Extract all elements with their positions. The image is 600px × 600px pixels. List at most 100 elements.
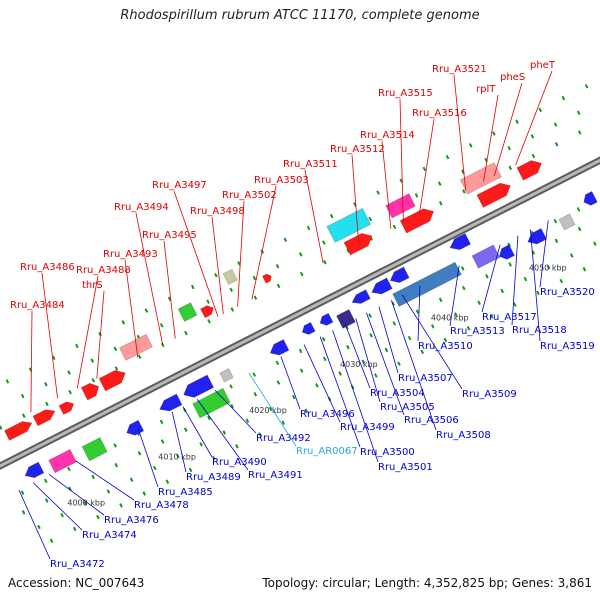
gene-label-bottom[interactable]: Rru_A3513 bbox=[450, 326, 505, 337]
gene-feature[interactable] bbox=[262, 273, 273, 284]
gene-label-top[interactable]: Rru_A3511 bbox=[283, 159, 338, 170]
gene-feature[interactable] bbox=[219, 368, 234, 383]
track-dot bbox=[275, 360, 280, 366]
gene-feature[interactable] bbox=[459, 162, 502, 195]
track-dot bbox=[508, 262, 512, 267]
gene-label-bottom[interactable]: Rru_AR0067 bbox=[296, 446, 358, 457]
gene-feature[interactable] bbox=[476, 180, 514, 208]
track-dot bbox=[268, 406, 273, 412]
gene-feature[interactable] bbox=[80, 380, 102, 401]
gene-feature[interactable] bbox=[318, 312, 334, 327]
gene-label-top[interactable]: Rru_A3486 bbox=[20, 262, 75, 273]
gene-label-bottom[interactable]: Rru_A3489 bbox=[186, 472, 241, 483]
gene-label-bottom[interactable]: Rru_A3478 bbox=[134, 500, 189, 511]
gene-label-bottom[interactable]: Rru_A3504 bbox=[370, 388, 425, 399]
gene-feature[interactable] bbox=[48, 448, 77, 474]
gene-feature[interactable] bbox=[181, 374, 215, 401]
gene-label-bottom[interactable]: Rru_A3520 bbox=[540, 287, 595, 298]
gene-label-bottom[interactable]: Rru_A3472 bbox=[50, 559, 105, 570]
leader-line bbox=[96, 290, 105, 379]
gene-feature[interactable] bbox=[119, 333, 153, 361]
gene-label-bottom[interactable]: Rru_A3474 bbox=[82, 530, 137, 541]
gene-feature[interactable] bbox=[388, 266, 410, 286]
gene-feature[interactable] bbox=[58, 399, 76, 415]
gene-label-bottom[interactable]: Rru_A3500 bbox=[360, 447, 415, 458]
gene-feature[interactable] bbox=[177, 302, 198, 322]
gene-label-top[interactable]: thrS bbox=[82, 280, 103, 291]
gene-feature[interactable] bbox=[300, 321, 316, 336]
gene-feature[interactable] bbox=[385, 193, 416, 219]
gene-label-top[interactable]: Rru_A3497 bbox=[152, 180, 207, 191]
gene-label-bottom[interactable]: Rru_A3510 bbox=[418, 341, 473, 352]
track-dot bbox=[67, 370, 71, 375]
track-dot bbox=[283, 237, 288, 243]
leader-line bbox=[173, 190, 219, 317]
gene-label-top[interactable]: Rru_A3502 bbox=[222, 190, 277, 201]
gene-label-top[interactable]: Rru_A3493 bbox=[103, 249, 158, 260]
gene-label-top[interactable]: pheT bbox=[530, 60, 556, 71]
gene-label-bottom[interactable]: Rru_A3485 bbox=[158, 487, 213, 498]
gene-feature[interactable] bbox=[192, 387, 231, 419]
track-dot bbox=[489, 314, 494, 319]
leader-line bbox=[248, 372, 297, 447]
gene-label-top[interactable]: Rru_A3514 bbox=[360, 130, 415, 141]
gene-label-bottom[interactable]: Rru_A3490 bbox=[212, 457, 267, 468]
track-dot bbox=[553, 218, 558, 224]
gene-feature[interactable] bbox=[447, 233, 471, 253]
gene-label-top[interactable]: Rru_A3484 bbox=[10, 300, 65, 311]
gene-label-bottom[interactable]: Rru_A3492 bbox=[256, 433, 311, 444]
gene-label-bottom[interactable]: Rru_A3499 bbox=[340, 422, 395, 433]
gene-label-top[interactable]: Rru_A3515 bbox=[378, 88, 433, 99]
gene-label-top[interactable]: Rru_A3495 bbox=[142, 230, 197, 241]
gene-feature[interactable] bbox=[369, 277, 393, 298]
gene-label-bottom[interactable]: Rru_A3491 bbox=[248, 470, 303, 481]
gene-feature[interactable] bbox=[222, 268, 238, 285]
gene-label-top[interactable]: Rru_A3503 bbox=[254, 175, 309, 186]
gene-feature[interactable] bbox=[525, 228, 547, 247]
gene-label-bottom[interactable]: Rru_A3507 bbox=[398, 373, 453, 384]
gene-feature[interactable] bbox=[32, 406, 58, 427]
gene-label-bottom[interactable]: Rru_A3519 bbox=[540, 341, 595, 352]
gene-feature[interactable] bbox=[4, 418, 34, 441]
leader-line bbox=[303, 344, 341, 423]
track-dot bbox=[72, 526, 77, 532]
gene-feature[interactable] bbox=[336, 309, 356, 329]
gene-label-top[interactable]: rplT bbox=[476, 84, 496, 95]
gene-feature[interactable] bbox=[558, 213, 576, 231]
gene-feature[interactable] bbox=[98, 367, 129, 392]
gene-label-bottom[interactable]: Rru_A3505 bbox=[380, 402, 435, 413]
gene-feature[interactable] bbox=[157, 393, 183, 415]
gene-label-top[interactable]: Rru_A3498 bbox=[190, 206, 245, 217]
gene-label-top[interactable]: Rru_A3516 bbox=[412, 108, 467, 119]
gene-label-bottom[interactable]: Rru_A3509 bbox=[462, 389, 517, 400]
leader-line bbox=[515, 70, 553, 166]
gene-label-top[interactable]: Rru_A3494 bbox=[114, 202, 169, 213]
gene-label-bottom[interactable]: Rru_A3517 bbox=[482, 312, 537, 323]
leader-line bbox=[332, 330, 379, 463]
gene-feature[interactable] bbox=[350, 289, 371, 307]
gene-feature[interactable] bbox=[343, 230, 375, 256]
gene-feature[interactable] bbox=[22, 461, 45, 481]
gene-feature[interactable] bbox=[497, 244, 515, 262]
gene-feature[interactable] bbox=[392, 261, 462, 307]
gene-feature[interactable] bbox=[516, 157, 545, 181]
gene-label-top[interactable]: Rru_A3512 bbox=[330, 144, 385, 155]
track-dot bbox=[437, 181, 442, 186]
leader-line bbox=[251, 185, 277, 300]
gene-label-top[interactable]: pheS bbox=[500, 72, 525, 83]
gene-label-top[interactable]: Rru_A3488 bbox=[76, 265, 131, 276]
gene-label-bottom[interactable]: Rru_A3501 bbox=[378, 462, 433, 473]
gene-feature[interactable] bbox=[200, 303, 216, 319]
gene-feature[interactable] bbox=[81, 437, 108, 462]
gene-label-top[interactable]: Rru_A3521 bbox=[432, 64, 487, 75]
gene-feature[interactable] bbox=[581, 190, 598, 207]
gene-label-bottom[interactable]: Rru_A3496 bbox=[300, 409, 355, 420]
gene-feature[interactable] bbox=[326, 207, 372, 243]
gene-label-bottom[interactable]: Rru_A3476 bbox=[104, 515, 159, 526]
gene-label-bottom[interactable]: Rru_A3508 bbox=[436, 430, 491, 441]
track-dot bbox=[211, 455, 216, 461]
gene-feature[interactable] bbox=[471, 244, 501, 269]
gene-feature[interactable] bbox=[267, 339, 290, 359]
gene-label-bottom[interactable]: Rru_A3506 bbox=[404, 415, 459, 426]
leader-line bbox=[417, 285, 421, 342]
